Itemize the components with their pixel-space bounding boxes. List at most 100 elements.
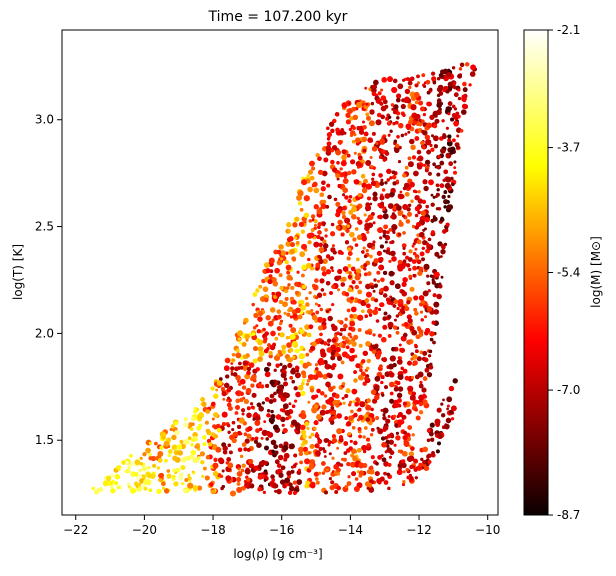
scatter-point — [336, 177, 340, 181]
scatter-point — [382, 407, 389, 414]
scatter-point — [380, 114, 385, 120]
scatter-point — [393, 325, 398, 330]
scatter-point — [385, 439, 390, 445]
scatter-point — [315, 480, 320, 485]
scatter-point — [427, 372, 432, 378]
scatter-point — [378, 429, 383, 434]
scatter-point — [281, 423, 285, 427]
scatter-point — [282, 428, 288, 434]
scatter-point — [348, 326, 353, 331]
scatter-point — [447, 194, 451, 199]
scatter-point — [452, 104, 456, 109]
scatter-point — [384, 181, 388, 185]
scatter-point — [244, 333, 250, 340]
scatter-point — [217, 473, 222, 478]
scatter-point — [358, 470, 365, 476]
scatter-point — [370, 165, 374, 169]
scatter-point — [437, 441, 441, 446]
scatter-point — [270, 330, 276, 337]
scatter-point — [443, 169, 449, 175]
scatter-point — [318, 242, 323, 247]
scatter-point — [264, 397, 270, 402]
scatter-point — [380, 277, 385, 283]
scatter-point — [402, 186, 407, 191]
scatter-point — [248, 362, 255, 368]
scatter-point — [191, 438, 195, 443]
scatter-point — [425, 159, 431, 165]
scatter-point — [429, 331, 435, 337]
scatter-point — [416, 356, 422, 362]
scatter-point — [317, 230, 322, 235]
scatter-point — [445, 89, 450, 94]
scatter-point — [298, 353, 305, 360]
scatter-point — [280, 250, 286, 256]
scatter-point — [453, 107, 457, 111]
scatter-point — [383, 311, 388, 316]
scatter-point — [376, 112, 382, 118]
scatter-point — [328, 257, 332, 261]
scatter-point — [433, 309, 439, 315]
scatter-point — [204, 475, 210, 481]
scatter-point — [195, 443, 200, 447]
scatter-point — [251, 374, 257, 380]
scatter-point — [257, 356, 263, 362]
scatter-point — [308, 291, 312, 295]
scatter-point — [356, 216, 360, 221]
scatter-point — [362, 148, 367, 153]
scatter-point — [292, 222, 298, 228]
scatter-point — [252, 292, 258, 297]
scatter-point — [379, 476, 385, 482]
scatter-point — [421, 257, 425, 262]
scatter-point — [114, 474, 120, 480]
scatter-point — [148, 452, 152, 457]
scatter-point — [327, 343, 330, 347]
scatter-point — [426, 274, 430, 278]
scatter-point — [176, 444, 182, 450]
scatter-point — [408, 455, 415, 462]
scatter-point — [276, 309, 282, 314]
scatter-point — [430, 437, 435, 442]
scatter-point — [396, 179, 399, 183]
scatter-point — [396, 419, 403, 426]
scatter-point — [275, 414, 282, 420]
scatter-point — [426, 438, 431, 443]
scatter-point — [323, 341, 328, 346]
scatter-point — [172, 474, 176, 479]
scatter-point — [382, 358, 386, 362]
scatter-point — [341, 382, 346, 386]
scatter-point — [330, 344, 337, 351]
scatter-point — [347, 287, 353, 293]
scatter-point — [272, 398, 277, 403]
scatter-point — [307, 186, 313, 193]
scatter-point — [348, 355, 355, 362]
scatter-point — [184, 478, 189, 482]
scatter-point — [439, 183, 445, 189]
scatter-point — [357, 418, 361, 422]
scatter-point — [238, 361, 242, 366]
scatter-point — [325, 309, 329, 313]
scatter-point — [422, 113, 426, 117]
scatter-point — [310, 483, 316, 489]
scatter-point — [362, 435, 366, 439]
scatter-point — [263, 262, 270, 268]
scatter-point — [283, 452, 290, 459]
scatter-point — [244, 468, 251, 475]
scatter-point — [330, 231, 336, 237]
scatter-point — [250, 405, 255, 409]
scatter-point — [321, 471, 325, 475]
scatter-point — [98, 487, 104, 492]
scatter-point — [210, 432, 216, 437]
scatter-point — [429, 422, 435, 428]
scatter-point — [295, 307, 301, 313]
scatter-point — [354, 402, 360, 407]
scatter-point — [396, 111, 401, 116]
scatter-point — [148, 456, 153, 461]
scatter-point — [314, 443, 320, 449]
scatter-point — [183, 422, 189, 428]
scatter-point — [375, 319, 380, 323]
scatter-point — [262, 490, 266, 494]
scatter-point — [313, 471, 319, 477]
scatter-point — [245, 338, 249, 342]
scatter-point — [334, 393, 340, 399]
scatter-point — [355, 161, 362, 167]
